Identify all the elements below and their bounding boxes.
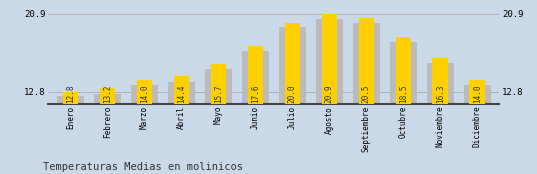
Text: 17.6: 17.6 bbox=[251, 84, 260, 103]
Text: 14.0: 14.0 bbox=[473, 84, 482, 103]
Bar bbox=[100, 88, 115, 104]
Bar bbox=[316, 19, 343, 104]
Bar bbox=[359, 18, 374, 104]
Bar bbox=[464, 85, 490, 104]
Text: 13.2: 13.2 bbox=[103, 84, 112, 103]
Bar bbox=[432, 58, 448, 104]
Bar bbox=[131, 85, 158, 104]
Text: 20.0: 20.0 bbox=[288, 84, 297, 103]
Bar bbox=[211, 64, 226, 104]
Text: 20.9: 20.9 bbox=[325, 84, 334, 103]
Text: 12.8: 12.8 bbox=[66, 84, 75, 103]
Text: Temperaturas Medias en molinicos: Temperaturas Medias en molinicos bbox=[43, 162, 243, 172]
Bar bbox=[390, 42, 417, 104]
Bar bbox=[242, 52, 268, 104]
Bar bbox=[94, 94, 121, 104]
Bar bbox=[353, 23, 380, 104]
Bar bbox=[57, 96, 84, 104]
Text: 14.0: 14.0 bbox=[140, 84, 149, 103]
Bar bbox=[137, 80, 152, 104]
Bar bbox=[168, 82, 195, 104]
Text: 14.4: 14.4 bbox=[177, 84, 186, 103]
Bar bbox=[285, 23, 300, 104]
Bar bbox=[63, 92, 78, 104]
Bar bbox=[322, 14, 337, 104]
Text: 15.7: 15.7 bbox=[214, 84, 223, 103]
Text: 16.3: 16.3 bbox=[436, 84, 445, 103]
Bar bbox=[205, 69, 232, 104]
Bar bbox=[279, 27, 306, 104]
Bar bbox=[427, 63, 454, 104]
Bar bbox=[173, 77, 189, 104]
Bar bbox=[469, 80, 485, 104]
Text: 18.5: 18.5 bbox=[399, 84, 408, 103]
Text: 20.5: 20.5 bbox=[362, 84, 371, 103]
Bar bbox=[248, 46, 263, 104]
Bar bbox=[396, 37, 411, 104]
